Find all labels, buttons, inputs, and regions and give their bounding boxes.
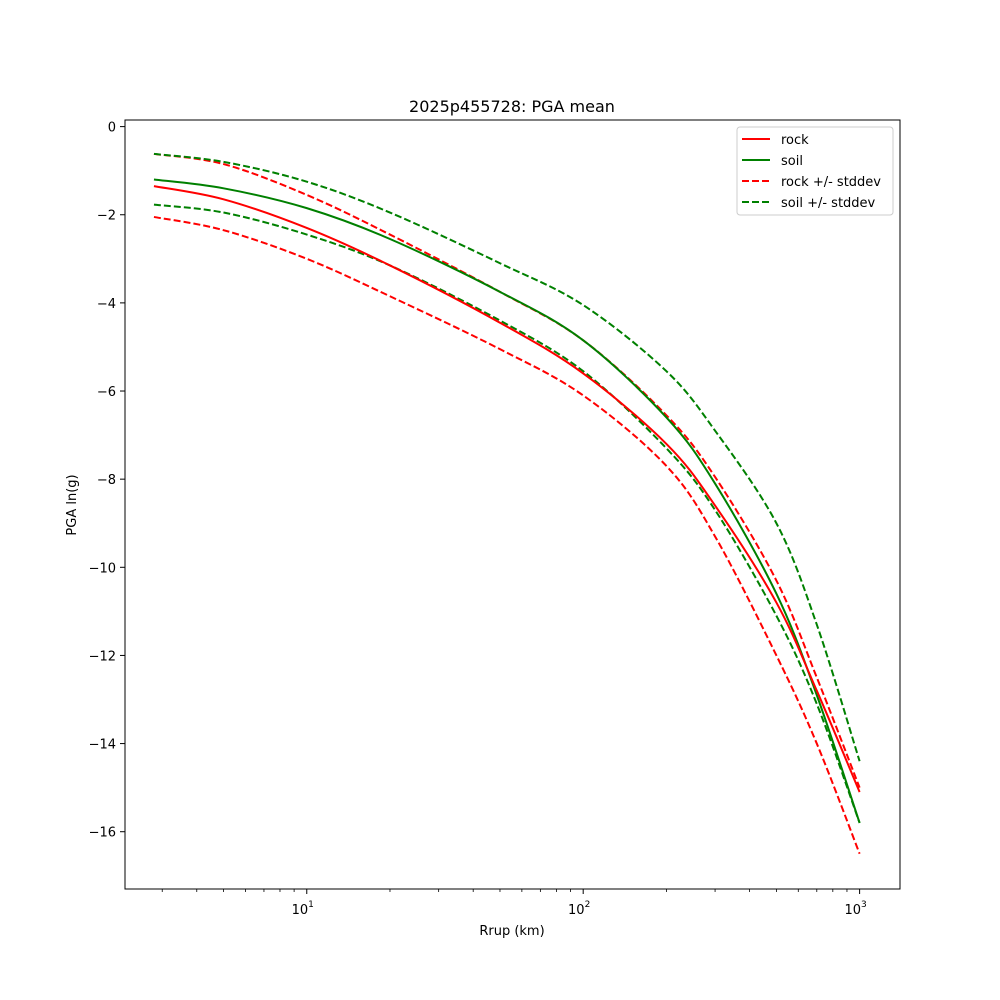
plot-frame — [124, 119, 901, 890]
legend-label: rock — [781, 133, 809, 148]
legend: rock soil rock +/- stddev soil +/- stddev — [736, 126, 894, 216]
y-tick-label: −16 — [89, 826, 116, 841]
x-tick-label: 101 — [292, 900, 314, 918]
legend-label: soil — [781, 154, 803, 169]
plot-lines — [153, 152, 861, 855]
y-tick-label: −6 — [97, 385, 116, 400]
legend-label: rock +/- stddev — [781, 175, 881, 190]
series-line-soil-stddev-5 — [153, 203, 861, 824]
y-tick-label: −8 — [97, 473, 116, 488]
legend-box — [736, 126, 894, 216]
chart-title: 2025p455728: PGA mean — [409, 97, 615, 116]
series-line-soil-1 — [153, 178, 861, 824]
x-tick-label: 102 — [568, 900, 590, 918]
series-line-rock-stddev-3 — [153, 215, 861, 855]
y-tick-label: 0 — [108, 121, 116, 136]
y-tick-label: −10 — [89, 561, 116, 576]
axes: 0 −2 −4 −6 −8 −10 −12 −14 −16 101 102 103 — [89, 121, 867, 918]
y-axis-title: PGA ln(g) — [65, 474, 80, 535]
x-tick-label: 103 — [844, 900, 866, 918]
series-line-rock-stddev-2 — [153, 152, 861, 789]
legend-label: soil +/- stddev — [781, 196, 876, 211]
x-axis-title: Rrup (km) — [479, 924, 544, 939]
y-tick-label: −2 — [97, 209, 116, 224]
series-line-rock-0 — [153, 185, 861, 793]
y-tick-label: −4 — [97, 297, 116, 312]
y-tick-label: −14 — [89, 738, 116, 753]
series-line-soil-stddev-4 — [153, 152, 861, 762]
y-tick-label: −12 — [89, 649, 116, 664]
